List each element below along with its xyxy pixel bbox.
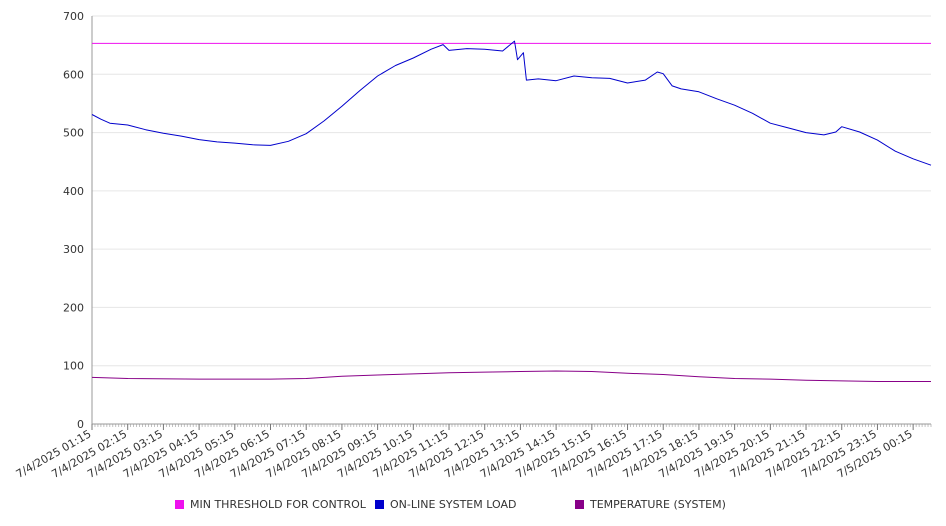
y-tick-label: 100 xyxy=(63,360,84,373)
series-line-load xyxy=(91,40,932,166)
legend-swatch-load xyxy=(375,500,384,509)
legend-label-threshold: MIN THRESHOLD FOR CONTROL xyxy=(190,498,366,511)
grid-lines xyxy=(92,15,931,425)
legend-swatch-temperature xyxy=(575,500,584,509)
y-tick-label: 600 xyxy=(63,68,84,81)
y-tick-label: 200 xyxy=(63,301,84,314)
legend-label-temperature: TEMPERATURE (SYSTEM) xyxy=(590,498,726,511)
series-lines xyxy=(91,40,932,382)
legend-item-load[interactable]: ON-LINE SYSTEM LOAD xyxy=(375,498,516,511)
series-line-temperature xyxy=(91,370,931,382)
y-tick-label: 0 xyxy=(77,418,84,431)
y-tick-label: 700 xyxy=(63,10,84,23)
chart-legend: MIN THRESHOLD FOR CONTROL ON-LINE SYSTEM… xyxy=(0,498,946,518)
y-tick-label: 300 xyxy=(63,243,84,256)
legend-item-threshold[interactable]: MIN THRESHOLD FOR CONTROL xyxy=(175,498,366,511)
y-axis-ticks: 0 100 200 300 400 500 600 700 xyxy=(63,10,84,431)
y-tick-label: 500 xyxy=(63,127,84,140)
x-axis-ticks: 7/4/2025 01:157/4/2025 02:157/4/2025 03:… xyxy=(14,424,915,481)
legend-label-load: ON-LINE SYSTEM LOAD xyxy=(390,498,517,511)
y-tick-label: 400 xyxy=(63,185,84,198)
legend-swatch-threshold xyxy=(175,500,184,509)
legend-item-temperature[interactable]: TEMPERATURE (SYSTEM) xyxy=(575,498,726,511)
